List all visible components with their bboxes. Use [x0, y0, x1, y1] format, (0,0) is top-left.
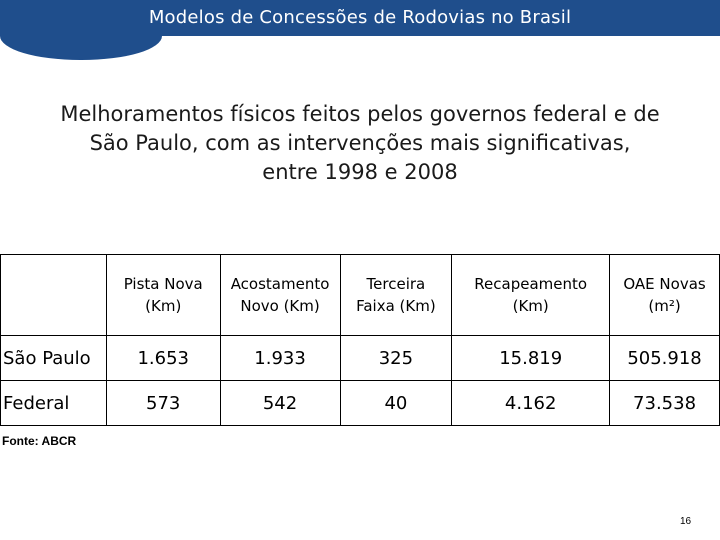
page-number: 16 — [680, 516, 692, 527]
column-header-terceira-faixa: Terceira Faixa (Km) — [339, 254, 453, 336]
column-header-pista-nova: Pista Nova (Km) — [105, 254, 221, 336]
column-header-recapeamento: Recapeamento (Km) — [451, 254, 611, 336]
table-cell: 73.538 — [609, 380, 720, 426]
table-cell: 15.819 — [451, 335, 611, 381]
table-cell: 4.162 — [451, 380, 611, 426]
table-cell: 573 — [105, 380, 221, 426]
source-note: Fonte: ABCR — [2, 434, 77, 448]
table-cell: 1.933 — [219, 335, 341, 381]
header-decoration — [0, 18, 162, 60]
column-header-acostamento: Acostamento Novo (Km) — [219, 254, 341, 336]
table-cell: 542 — [219, 380, 341, 426]
table-cell: 505.918 — [609, 335, 720, 381]
subtitle-line-2: São Paulo, com as intervenções mais sign… — [89, 131, 631, 155]
subtitle-line-1: Melhoramentos físicos feitos pelos gover… — [60, 102, 660, 126]
row-label-sao-paulo: São Paulo — [0, 335, 107, 381]
slide-title: Modelos de Concessões de Rodovias no Bra… — [148, 7, 572, 28]
table-corner-cell — [0, 254, 107, 336]
improvements-table: Pista Nova (Km) Acostamento Novo (Km) Te… — [0, 254, 720, 426]
subtitle-line-3: entre 1998 e 2008 — [262, 160, 458, 184]
table-row: São Paulo 1.653 1.933 325 15.819 505.918 — [0, 335, 720, 381]
column-header-oae-novas: OAE Novas (m²) — [609, 254, 720, 336]
table-cell: 40 — [339, 380, 453, 426]
table-row: Federal 573 542 40 4.162 73.538 — [0, 380, 720, 426]
slide-subtitle: Melhoramentos físicos feitos pelos gover… — [10, 100, 710, 187]
row-label-federal: Federal — [0, 380, 107, 426]
table-cell: 1.653 — [105, 335, 221, 381]
table-cell: 325 — [339, 335, 453, 381]
table-header-row: Pista Nova (Km) Acostamento Novo (Km) Te… — [0, 254, 720, 336]
